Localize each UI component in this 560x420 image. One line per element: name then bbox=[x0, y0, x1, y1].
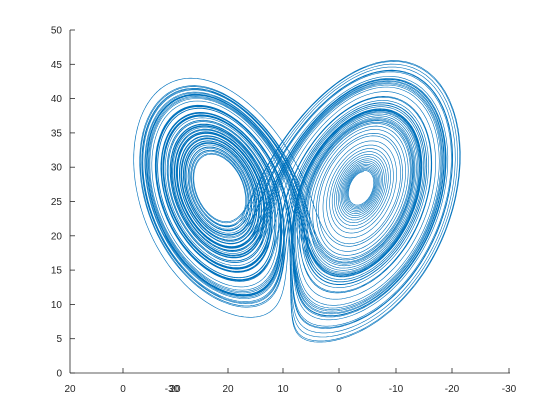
y-tick-label: 40 bbox=[51, 94, 63, 105]
y-tick-label: 45 bbox=[51, 60, 63, 71]
plot-area bbox=[133, 60, 461, 343]
y-tick-label: 10 bbox=[51, 300, 63, 311]
x-tick-label: -30 bbox=[502, 384, 517, 395]
y-tick-label: 15 bbox=[51, 266, 63, 277]
series-line-trajectory bbox=[133, 60, 461, 343]
x-tick-label: 20 bbox=[169, 384, 181, 395]
x-tick-label: -20 bbox=[445, 384, 460, 395]
y-tick-label: 5 bbox=[56, 334, 62, 345]
x-tick-label: -10 bbox=[389, 384, 404, 395]
x-tick-label: 0 bbox=[336, 384, 342, 395]
y-tick-label: 20 bbox=[51, 231, 63, 242]
x-tick-label: -30 bbox=[165, 384, 180, 395]
y-tick-label: 50 bbox=[51, 26, 63, 37]
x-tick-label: 10 bbox=[277, 384, 289, 395]
y-tick-label: 0 bbox=[56, 369, 62, 380]
x-tick-label: 20 bbox=[64, 384, 76, 395]
y-tick-label: 30 bbox=[51, 163, 63, 174]
y-tick-label: 35 bbox=[51, 128, 63, 139]
x-tick-label: 0 bbox=[120, 384, 126, 395]
y-tick-label: 25 bbox=[51, 197, 63, 208]
x-tick-label: 20 bbox=[222, 384, 234, 395]
